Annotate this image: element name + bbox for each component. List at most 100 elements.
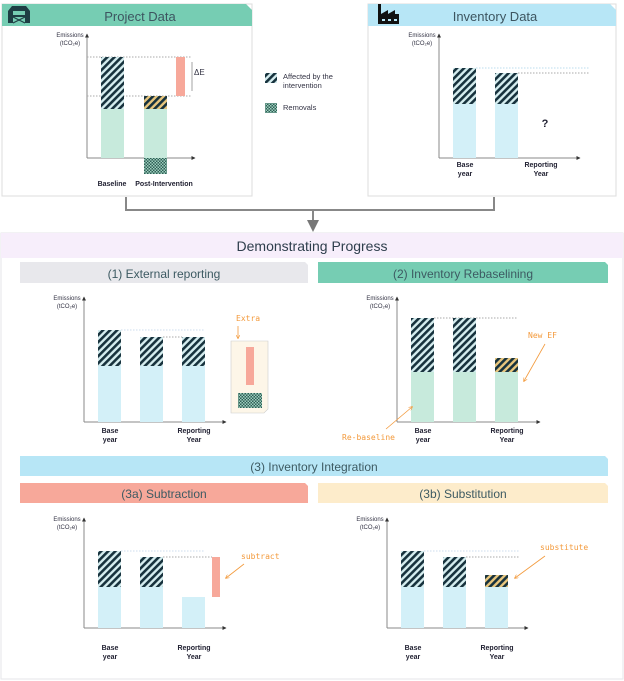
baseline-bar <box>101 109 124 158</box>
removals-bar <box>144 158 167 174</box>
x-label-post: Post-Intervention <box>135 181 193 188</box>
bar <box>453 372 476 422</box>
bar <box>411 372 434 422</box>
x-label-reporting-2: Year <box>534 171 549 178</box>
y-axis-label: Emissions <box>356 517 383 523</box>
delta-label: ΔE <box>194 68 205 77</box>
bar <box>140 366 163 422</box>
bar-affected <box>98 551 121 587</box>
x-label-base: Base <box>457 162 474 169</box>
x-label-reporting-2: Year <box>500 437 515 444</box>
bar <box>485 587 508 628</box>
bar-affected-new-ef <box>495 358 518 372</box>
x-label-base-2: year <box>458 171 473 178</box>
subtracted-bar <box>212 557 220 597</box>
y-axis-unit: (tCO₂e) <box>370 304 390 310</box>
x-label-base-2: year <box>406 654 421 661</box>
y-axis-unit: (tCO₂e) <box>57 304 77 310</box>
x-label-reporting: Reporting <box>177 645 210 652</box>
integration-title: (3) Inventory Integration <box>250 460 377 474</box>
y-axis-unit: (tCO₂e) <box>360 525 380 531</box>
inventory-header <box>368 4 616 26</box>
legend: Affected by the intervention Removals <box>265 72 333 113</box>
progress-header <box>1 233 623 258</box>
bar <box>443 587 466 628</box>
progress-panel: Demonstrating Progress (1) External repo… <box>0 232 624 680</box>
bar <box>140 587 163 628</box>
rebaseline-annotation: Re-baseline <box>342 433 395 442</box>
bar-affected <box>453 318 476 372</box>
x-label-base-2: year <box>103 654 118 661</box>
rebaselining-chart: Emissions (tCO₂e) New EF Re-baseline Bas… <box>342 296 557 444</box>
y-axis-unit: (tCO₂e) <box>412 41 432 47</box>
bar <box>182 366 205 422</box>
y-axis-label: Emissions <box>53 296 80 302</box>
year2-bar <box>495 104 518 158</box>
new-ef-annotation: New EF <box>528 331 557 340</box>
bar-affected <box>401 551 424 587</box>
y-axis-label: Emissions <box>408 33 435 39</box>
x-label-base-2: year <box>416 437 431 444</box>
x-label-reporting-2: Year <box>490 654 505 661</box>
barn-icon <box>8 6 30 24</box>
inventory-data-panel: Inventory Data Emissions (tCO₂e) ? Base … <box>367 3 617 197</box>
bar-affected <box>140 337 163 366</box>
bar <box>401 587 424 628</box>
subtraction-title: (3a) Subtraction <box>121 487 206 501</box>
post-bar <box>144 109 167 158</box>
external-reporting-title: (1) External reporting <box>108 267 221 281</box>
bar-affected <box>140 557 163 587</box>
delta-bar <box>176 57 185 96</box>
x-label-baseline: Baseline <box>98 181 127 188</box>
legend-removals-label: Removals <box>283 103 317 112</box>
document-icon <box>230 340 269 414</box>
bar <box>98 587 121 628</box>
legend-affected-label-2: intervention <box>283 81 322 90</box>
connector-arrows <box>125 197 495 232</box>
inventory-title: Inventory Data <box>453 9 538 24</box>
bar <box>495 372 518 422</box>
year2-affected-bar <box>495 73 518 104</box>
x-label-reporting: Reporting <box>177 428 210 435</box>
legend-removals-swatch <box>265 103 277 113</box>
project-header <box>2 4 252 26</box>
legend-affected-swatch <box>265 73 277 83</box>
progress-title: Demonstrating Progress <box>237 238 388 254</box>
unknown-marker: ? <box>542 118 549 130</box>
bar <box>98 366 121 422</box>
x-label-base-2: year <box>103 437 118 444</box>
y-axis-label: Emissions <box>53 517 80 523</box>
external-reporting-chart: Emissions (tCO₂e) Extra Base year Report… <box>53 296 269 444</box>
base-year-bar <box>453 104 476 158</box>
x-label-base: Base <box>415 428 432 435</box>
project-data-panel: Project Data Emissions (tCO₂e) ΔE Baseli… <box>1 3 253 197</box>
x-label-reporting-2: Year <box>187 654 202 661</box>
x-label-base: Base <box>405 645 422 652</box>
subtract-annotation: subtract <box>241 552 280 561</box>
subtraction-chart: Emissions (tCO₂e) subtract Base year Rep… <box>53 517 279 661</box>
legend-affected-label: Affected by the <box>283 72 333 81</box>
project-title: Project Data <box>104 9 176 24</box>
y-axis-unit: (tCO₂e) <box>60 41 80 47</box>
y-axis-label: Emissions <box>56 33 83 39</box>
y-axis-unit: (tCO₂e) <box>57 525 77 531</box>
x-label-reporting: Reporting <box>524 162 557 169</box>
rebaselining-title: (2) Inventory Rebaselining <box>393 267 533 281</box>
extra-annotation: Extra <box>236 314 260 323</box>
x-label-reporting: Reporting <box>490 428 523 435</box>
substitute-annotation: substitute <box>540 543 588 552</box>
baseline-affected-bar <box>101 57 124 109</box>
substitution-title: (3b) Substitution <box>419 487 506 501</box>
bar-affected <box>443 557 466 587</box>
factory-icon <box>378 4 399 24</box>
substitution-chart: Emissions (tCO₂e) substitute Base year R… <box>356 517 588 661</box>
x-label-reporting-2: Year <box>187 437 202 444</box>
y-axis-label: Emissions <box>366 296 393 302</box>
x-label-base: Base <box>102 428 119 435</box>
bar-affected <box>98 330 121 366</box>
bar-substituted <box>485 575 508 587</box>
bar-affected <box>182 337 205 366</box>
bar <box>182 597 205 628</box>
